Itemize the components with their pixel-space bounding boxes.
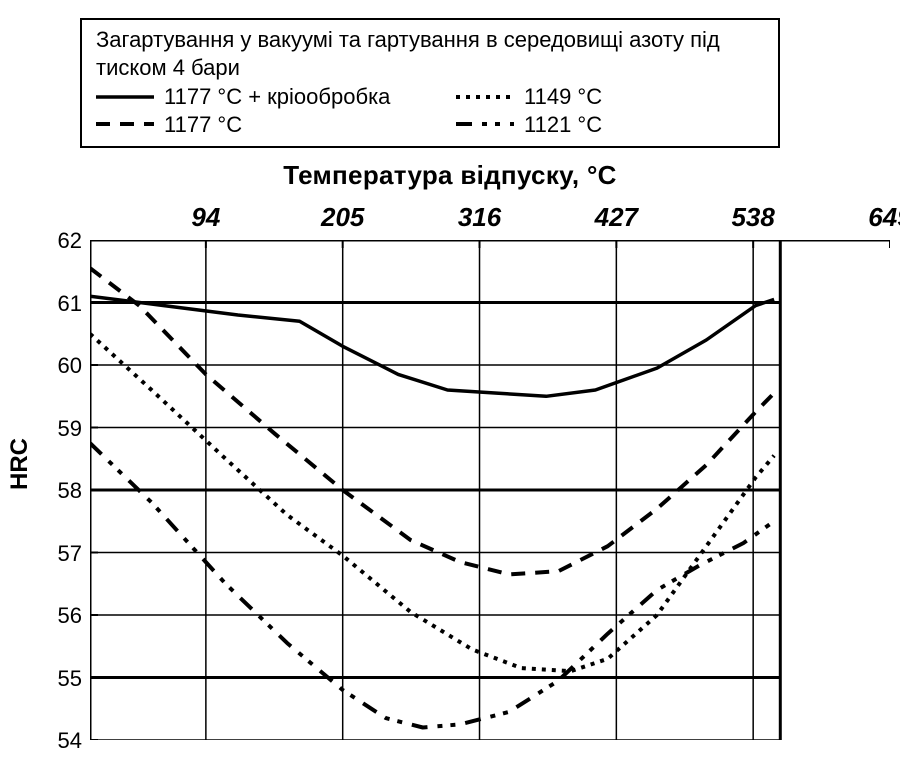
legend-title: Загартування у вакуумі та гартування в с… <box>96 26 764 81</box>
legend-label: 1177 °C <box>164 111 242 139</box>
x-axis-title: Температура відпуску, °C <box>0 160 900 191</box>
x-tick-label: 427 <box>586 202 646 233</box>
legend-swatch-icon <box>456 114 514 134</box>
figure: Загартування у вакуумі та гартування в с… <box>0 0 900 763</box>
legend-swatch-icon <box>456 87 514 107</box>
y-tick-label: 57 <box>42 541 82 567</box>
legend-label: 1121 °C <box>524 111 602 139</box>
legend-swatch-icon <box>96 87 154 107</box>
y-axis-title: HRC <box>6 438 34 490</box>
legend-item: 1177 °C <box>96 111 396 139</box>
x-tick-label: 205 <box>313 202 373 233</box>
legend-item: 1149 °C <box>456 83 756 111</box>
y-tick-label: 54 <box>42 728 82 754</box>
legend-box: Загартування у вакуумі та гартування в с… <box>80 18 780 148</box>
y-tick-label: 62 <box>42 228 82 254</box>
legend-item: 1177 °C + кріообробка <box>96 83 396 111</box>
legend-swatch-icon <box>96 114 154 134</box>
x-tick-label: 649 <box>860 202 900 233</box>
legend-items: 1177 °C + кріообробка 1149 °C 1177 °C 1121 … <box>96 83 764 138</box>
y-tick-label: 59 <box>42 416 82 442</box>
x-tick-label: 94 <box>176 202 236 233</box>
y-tick-label: 60 <box>42 353 82 379</box>
legend-label: 1177 °C + кріообробка <box>164 83 390 111</box>
legend-label: 1149 °C <box>524 83 602 111</box>
y-tick-label: 58 <box>42 478 82 504</box>
y-tick-label: 61 <box>42 291 82 317</box>
y-tick-label: 55 <box>42 666 82 692</box>
y-tick-label: 56 <box>42 603 82 629</box>
plot-area <box>90 240 890 740</box>
legend-item: 1121 °C <box>456 111 756 139</box>
x-tick-label: 538 <box>723 202 783 233</box>
x-tick-label: 316 <box>450 202 510 233</box>
